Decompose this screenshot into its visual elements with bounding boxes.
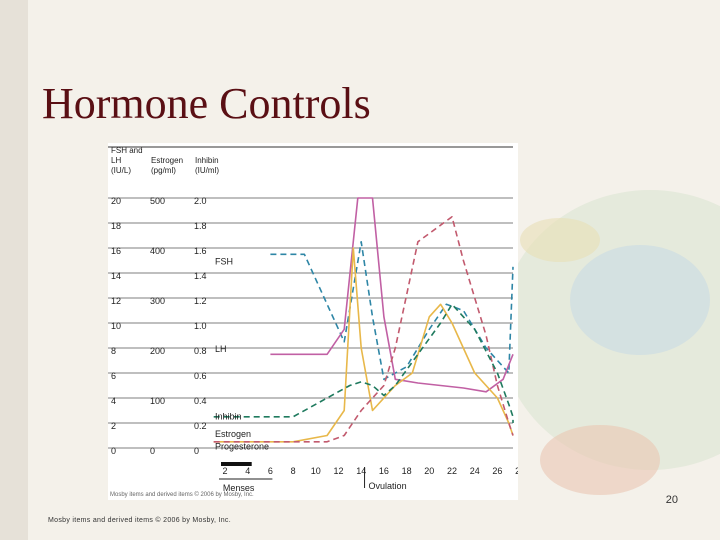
y-tick-inhibin: 0.4 xyxy=(194,396,207,406)
left-edge-shade xyxy=(0,0,28,540)
menses-label: Menses xyxy=(223,483,255,493)
y-tick-estrogen: 400 xyxy=(150,246,165,256)
x-tick: 28 xyxy=(515,466,518,476)
y-tick-inhibin: 0.8 xyxy=(194,346,207,356)
y-tick-inhibin: 1.8 xyxy=(194,221,207,231)
x-tick: 6 xyxy=(268,466,273,476)
y-tick-fsh-lh: 6 xyxy=(111,371,116,381)
y-tick-fsh-lh: 2 xyxy=(111,421,116,431)
y-tick-fsh-lh: 8 xyxy=(111,346,116,356)
series-line-progesterone xyxy=(213,216,514,443)
page-number: 20 xyxy=(665,494,678,506)
axis-header-inhibin: (IU/ml) xyxy=(195,166,219,175)
y-tick-inhibin: 1.2 xyxy=(194,296,207,306)
x-tick: 4 xyxy=(245,466,250,476)
chart-credit: Mosby items and derived items © 2006 by … xyxy=(110,491,254,498)
series-line-inhibin xyxy=(213,303,514,423)
x-tick: 20 xyxy=(424,466,434,476)
x-tick: 2 xyxy=(222,466,227,476)
series-line-estrogen xyxy=(213,247,514,443)
x-tick: 18 xyxy=(402,466,412,476)
y-tick-inhibin: 1.4 xyxy=(194,271,207,281)
axis-header-fsh-lh: LH xyxy=(111,156,121,165)
slide-title: Hormone Controls xyxy=(42,79,371,128)
series-label-lh: LH xyxy=(215,344,227,354)
series-line-fsh xyxy=(270,241,514,381)
y-tick-estrogen: 100 xyxy=(150,396,165,406)
y-tick-fsh-lh: 20 xyxy=(111,196,121,206)
y-tick-estrogen: 0 xyxy=(150,446,155,456)
menses-bar xyxy=(221,462,252,466)
y-tick-fsh-lh: 16 xyxy=(111,246,121,256)
axis-header-estrogen: Estrogen xyxy=(151,156,183,165)
series-label-estrogen: Estrogen xyxy=(215,429,251,439)
slide-footer: Mosby items and derived items © 2006 by … xyxy=(48,517,231,524)
y-tick-fsh-lh: 4 xyxy=(111,396,116,406)
x-tick: 24 xyxy=(470,466,480,476)
y-tick-fsh-lh: 0 xyxy=(111,446,116,456)
y-tick-inhibin: 0.2 xyxy=(194,421,207,431)
axis-header-estrogen: (pg/ml) xyxy=(151,166,176,175)
axis-header-fsh-lh: FSH and xyxy=(111,146,143,155)
axis-header-inhibin: Inhibin xyxy=(195,156,219,165)
x-tick: 26 xyxy=(492,466,502,476)
nucleus-blob xyxy=(570,245,710,355)
series-label-fsh: FSH xyxy=(215,256,233,266)
y-tick-fsh-lh: 12 xyxy=(111,296,121,306)
series-line-lh xyxy=(270,197,514,393)
y-tick-fsh-lh: 10 xyxy=(111,321,121,331)
x-tick: 8 xyxy=(291,466,296,476)
y-tick-inhibin: 0 xyxy=(194,446,199,456)
hormone-chart: FSH and LH (IU/L) Estrogen (pg/ml) Inhibin (IU… xyxy=(108,143,518,500)
ovulation-label: Ovulation xyxy=(369,481,407,491)
y-tick-inhibin: 2.0 xyxy=(194,196,207,206)
hormone-chart-svg: FSH andLH(IU/L)Estrogen(pg/ml)Inhibin(IU… xyxy=(108,146,518,498)
organelle-blob xyxy=(540,425,660,495)
axis-header-fsh-lh: (IU/L) xyxy=(111,166,131,175)
y-tick-estrogen: 200 xyxy=(150,346,165,356)
x-tick: 10 xyxy=(311,466,321,476)
series-label-inhibin: Inhibin xyxy=(215,412,242,422)
x-tick: 14 xyxy=(356,466,366,476)
y-tick-estrogen: 500 xyxy=(150,196,165,206)
y-tick-inhibin: 0.6 xyxy=(194,371,207,381)
x-tick: 22 xyxy=(447,466,457,476)
organelle-blob-2 xyxy=(520,218,600,262)
x-tick: 12 xyxy=(333,466,343,476)
y-tick-inhibin: 1.0 xyxy=(194,321,207,331)
y-tick-fsh-lh: 18 xyxy=(111,221,121,231)
y-tick-estrogen: 300 xyxy=(150,296,165,306)
y-tick-inhibin: 1.6 xyxy=(194,246,207,256)
series-label-progesterone: Progesterone xyxy=(215,442,269,452)
y-tick-fsh-lh: 14 xyxy=(111,271,121,281)
x-tick: 16 xyxy=(379,466,389,476)
